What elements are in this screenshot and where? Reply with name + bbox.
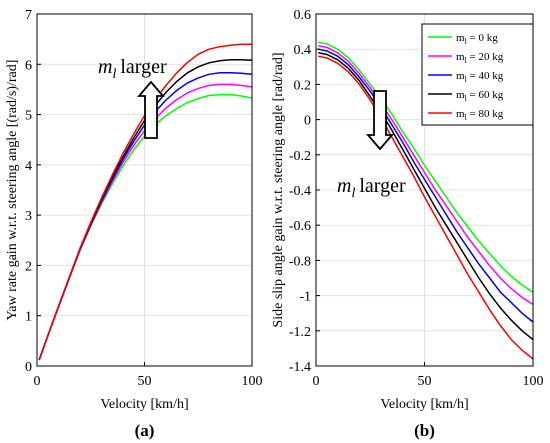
y-tick-label: 1 — [25, 310, 32, 325]
legend-entry: ml = 80 kg — [456, 108, 504, 122]
panel-a-annotation: ml larger — [98, 56, 167, 139]
panel-a-caption: (a) — [135, 421, 155, 440]
panel-a-tick-labels: 0 1 2 3 4 5 6 7 0 50 100 — [25, 8, 263, 389]
x-tick-label: 50 — [418, 374, 432, 389]
y-tick-label: 2 — [25, 259, 32, 274]
legend-entry: ml = 0 kg — [456, 32, 498, 46]
x-tick-label: 100 — [242, 374, 263, 389]
annotation-arrow — [366, 90, 394, 151]
series-line-1 — [318, 41, 534, 293]
annotation-text: ml larger — [337, 175, 406, 201]
y-tick-label: 0 — [304, 114, 311, 129]
y-tick-label: 6 — [25, 58, 32, 73]
series-line-2 — [318, 44, 534, 306]
y-tick-label: 5 — [25, 109, 32, 124]
y-tick-label: -0.6 — [289, 219, 311, 234]
y-tick-label: 0 — [25, 360, 32, 375]
y-tick-label: -1.2 — [289, 325, 311, 340]
panel-b-side-slip-chart: -1.4 -1.2 -1 -0.8 -0.6 -0.4 -0.2 0 0.2 0.4 0.6 0 50 1… — [271, 8, 544, 440]
x-tick-label: 0 — [313, 374, 320, 389]
y-tick-label: 0.4 — [294, 43, 312, 58]
x-tick-label: 100 — [523, 374, 544, 389]
panel-a-yaw-rate-chart: 0 1 2 3 4 5 6 7 0 50 100 Velocity [km/h] Yaw rate … — [5, 8, 263, 440]
panel-b-tick-labels: -1.4 -1.2 -1 -0.8 -0.6 -0.4 -0.2 0 0.2 0.4 0.6 0 50 1… — [289, 8, 544, 389]
y-tick-label: -0.2 — [289, 149, 311, 164]
y-tick-label: -1 — [299, 290, 311, 305]
panel-a-y-axis-label: Yaw rate gain w.r.t. steering angle [(ra… — [5, 60, 20, 321]
legend-entry: ml = 60 kg — [456, 89, 504, 103]
legend-entry: ml = 20 kg — [456, 51, 504, 65]
y-tick-label: 0.6 — [294, 8, 312, 23]
y-tick-label: 0.2 — [294, 78, 312, 93]
y-tick-label: 7 — [25, 8, 32, 23]
x-tick-label: 0 — [34, 374, 41, 389]
panel-a-x-axis-label: Velocity [km/h] — [100, 397, 188, 412]
x-tick-label: 50 — [138, 374, 152, 389]
panel-b-x-axis-label: Velocity [km/h] — [380, 397, 468, 412]
series-line-5 — [318, 55, 534, 360]
annotation-arrow — [137, 80, 165, 139]
panel-b-caption: (b) — [414, 421, 435, 440]
y-tick-label: -0.4 — [289, 184, 311, 199]
panel-b-annotation: ml larger — [337, 90, 406, 201]
y-tick-label: 3 — [25, 209, 32, 224]
panel-b-legend: ml = 0 kg ml = 20 kg ml = 40 kg ml = 60 kg m… — [421, 23, 534, 126]
series-line-4 — [318, 51, 534, 341]
panel-b-series-lines — [318, 41, 534, 360]
annotation-text: ml larger — [98, 56, 167, 82]
legend-entry: ml = 40 kg — [456, 70, 504, 84]
panel-b-y-axis-label: Side slip angle gain w.r.t. steering ang… — [271, 52, 286, 327]
y-tick-label: -1.4 — [289, 360, 311, 375]
y-tick-label: 4 — [25, 159, 32, 174]
y-tick-label: -0.8 — [289, 254, 311, 269]
series-line-3 — [318, 48, 534, 323]
